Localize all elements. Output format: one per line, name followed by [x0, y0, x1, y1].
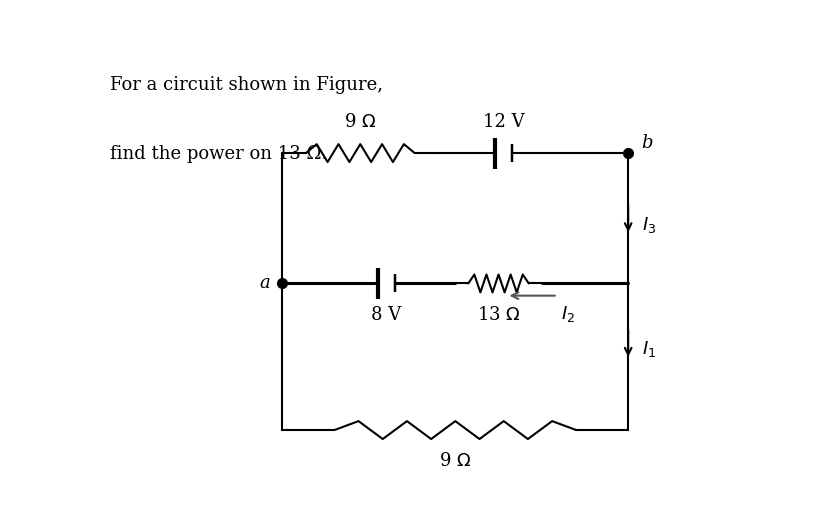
Text: $I_1$: $I_1$: [643, 340, 657, 359]
Text: b: b: [641, 134, 653, 152]
Text: 8 V: 8 V: [371, 306, 401, 324]
Text: $I_3$: $I_3$: [643, 215, 657, 235]
Text: a: a: [259, 275, 269, 293]
Text: 9 $\Omega$: 9 $\Omega$: [439, 452, 472, 470]
Text: 9 $\Omega$: 9 $\Omega$: [344, 113, 377, 131]
Text: 13 $\Omega$: 13 $\Omega$: [477, 306, 520, 324]
Text: 12 V: 12 V: [483, 113, 525, 131]
Text: find the power on 13 Ω.: find the power on 13 Ω.: [110, 145, 327, 163]
Text: For a circuit shown in Figure,: For a circuit shown in Figure,: [110, 76, 382, 94]
Text: $I_2$: $I_2$: [561, 304, 575, 324]
